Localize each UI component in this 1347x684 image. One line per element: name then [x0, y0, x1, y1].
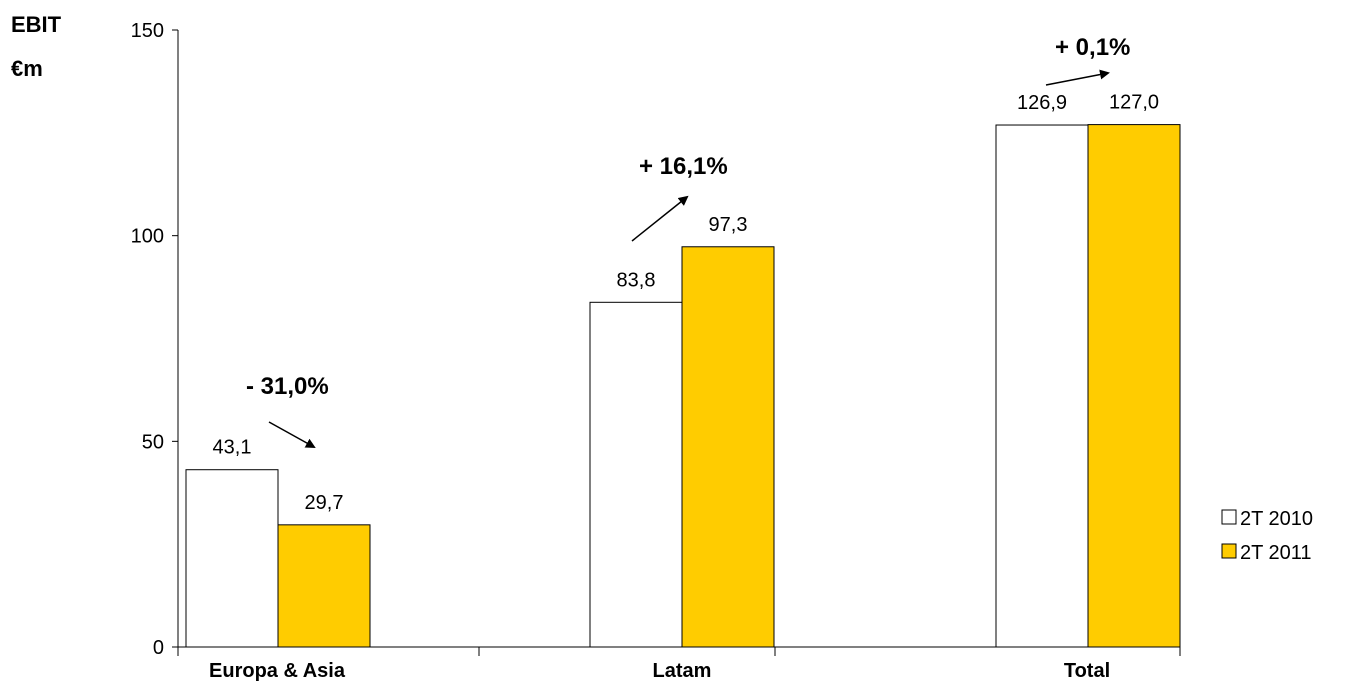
- y-axis-title-line2: €m: [11, 56, 43, 81]
- bar-total-2t-2011: [1087, 124, 1181, 648]
- change-label-latam: + 16,1%: [639, 153, 728, 180]
- data-label-latam-2t-2010: 83,8: [617, 269, 656, 291]
- change-label-europa-asia: - 31,0%: [246, 373, 329, 400]
- bar-europa-asia-2t-2011: [277, 524, 371, 648]
- y-axis-title-line1: EBIT: [11, 12, 62, 37]
- data-label-europa-asia-2t-2011: 29,7: [305, 492, 344, 514]
- bars: [185, 124, 1181, 648]
- data-label-europa-asia-2t-2010: 43,1: [213, 437, 252, 459]
- y-tick-label-50: 50: [142, 431, 164, 453]
- change-arrow-latam: [631, 195, 689, 242]
- legend-swatch-2t-2011: [1221, 543, 1237, 559]
- change-arrow-total: [1045, 69, 1110, 86]
- category-label-europa-asia: Europa & Asia: [209, 660, 346, 682]
- y-tick-label-100: 100: [131, 226, 164, 248]
- y-tick-label-150: 150: [131, 20, 164, 42]
- data-label-total-2t-2010: 126,9: [1017, 92, 1067, 114]
- change-label-total: + 0,1%: [1055, 34, 1130, 61]
- bar-total-2t-2010: [995, 124, 1089, 648]
- legend: 2T 2010 2T 2011: [1221, 508, 1313, 564]
- y-ticks: 0 50 100 150: [131, 20, 178, 659]
- category-labels: Europa & Asia Latam Total: [209, 660, 1110, 682]
- change-arrow-europa-asia: [268, 421, 316, 448]
- bar-europa-asia-2t-2010: [185, 469, 279, 648]
- x-ticks: [177, 647, 1181, 656]
- category-label-total: Total: [1064, 660, 1110, 682]
- y-tick-label-0: 0: [153, 637, 164, 659]
- data-label-latam-2t-2011: 97,3: [709, 214, 748, 236]
- bar-latam-2t-2011: [681, 246, 775, 648]
- legend-label-2t-2011: 2T 2011: [1240, 542, 1312, 564]
- legend-label-2t-2010: 2T 2010: [1240, 508, 1313, 530]
- data-label-total-2t-2011: 127,0: [1109, 92, 1159, 114]
- data-labels: 43,1 83,8 126,9 29,7 97,3 127,0: [213, 92, 1160, 514]
- legend-swatch-2t-2010: [1221, 509, 1237, 525]
- bar-latam-2t-2010: [589, 301, 683, 648]
- category-label-latam: Latam: [653, 660, 712, 682]
- change-annotations: - 31,0% + 16,1% + 0,1%: [246, 34, 1130, 448]
